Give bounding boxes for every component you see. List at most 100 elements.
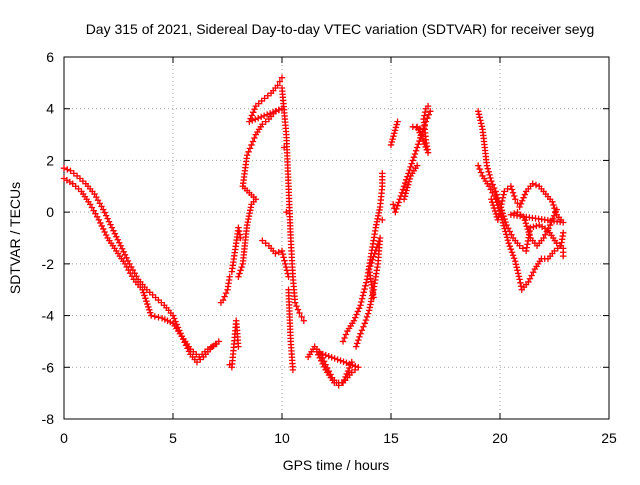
data-point-marker bbox=[512, 196, 519, 203]
data-point-marker bbox=[409, 157, 416, 164]
series-low-points-7h bbox=[226, 317, 242, 371]
data-point-marker bbox=[260, 112, 268, 119]
data-point-marker bbox=[495, 213, 502, 220]
data-point-marker bbox=[101, 228, 108, 236]
data-point-marker bbox=[393, 121, 400, 128]
data-point-marker bbox=[477, 120, 485, 127]
data-point-marker bbox=[362, 282, 369, 290]
data-point-marker bbox=[498, 197, 506, 205]
data-point-marker bbox=[523, 222, 530, 230]
data-point-marker bbox=[100, 206, 107, 213]
data-point-marker bbox=[97, 219, 104, 227]
data-point-marker bbox=[319, 350, 326, 358]
data-point-marker bbox=[261, 95, 268, 102]
data-point-marker bbox=[105, 218, 113, 225]
data-point-marker bbox=[411, 150, 419, 158]
data-point-marker bbox=[475, 108, 482, 115]
data-point-marker bbox=[238, 263, 245, 271]
data-point-marker bbox=[354, 308, 362, 315]
data-point-marker bbox=[514, 208, 521, 216]
data-point-marker bbox=[346, 364, 353, 372]
data-point-marker bbox=[360, 289, 367, 296]
y-tick-label: -6 bbox=[42, 359, 55, 375]
data-point-marker bbox=[513, 264, 520, 271]
data-point-marker bbox=[331, 355, 338, 362]
data-point-marker bbox=[213, 340, 220, 348]
data-point-marker bbox=[320, 363, 328, 371]
data-point-marker bbox=[415, 141, 422, 148]
data-point-marker bbox=[388, 138, 396, 146]
data-point-marker bbox=[530, 223, 537, 230]
data-point-marker bbox=[410, 153, 418, 161]
data-point-marker bbox=[298, 313, 305, 321]
data-point-marker bbox=[520, 214, 528, 221]
data-point-marker bbox=[142, 295, 149, 302]
data-point-marker bbox=[515, 273, 523, 280]
data-point-marker bbox=[503, 231, 510, 238]
data-point-marker bbox=[249, 138, 257, 145]
data-point-marker bbox=[361, 320, 369, 327]
data-point-marker bbox=[100, 225, 107, 233]
data-point-marker bbox=[548, 218, 555, 226]
data-point-marker bbox=[209, 343, 216, 350]
data-point-marker bbox=[517, 283, 525, 290]
data-point-marker bbox=[148, 312, 155, 319]
y-tick-label: -2 bbox=[42, 256, 55, 272]
data-point-marker bbox=[318, 357, 325, 365]
data-point-marker bbox=[406, 175, 414, 183]
data-point-marker bbox=[506, 242, 514, 250]
data-point-marker bbox=[420, 126, 427, 133]
data-point-marker bbox=[289, 366, 297, 374]
data-point-marker bbox=[144, 300, 151, 308]
data-point-marker bbox=[416, 125, 424, 132]
data-point-marker bbox=[394, 118, 401, 125]
data-point-marker bbox=[108, 224, 116, 231]
data-point-marker bbox=[507, 246, 515, 253]
data-point-marker bbox=[259, 121, 266, 128]
series-late-trace-b bbox=[475, 162, 567, 293]
data-point-marker bbox=[517, 211, 524, 218]
data-point-marker bbox=[404, 184, 411, 191]
data-point-marker bbox=[554, 245, 561, 252]
data-point-marker bbox=[348, 358, 355, 366]
x-axis-label: GPS time / hours bbox=[283, 457, 390, 473]
data-point-marker bbox=[145, 303, 152, 311]
data-point-marker bbox=[355, 336, 362, 344]
x-tick-label: 15 bbox=[383, 430, 399, 446]
data-point-marker bbox=[421, 108, 429, 116]
series-afternoon-rise bbox=[339, 170, 386, 350]
data-point-marker bbox=[147, 309, 154, 316]
data-point-marker bbox=[322, 351, 329, 359]
data-point-marker bbox=[359, 292, 367, 299]
data-point-marker bbox=[550, 212, 558, 219]
data-point-marker bbox=[475, 111, 483, 118]
data-point-marker bbox=[246, 145, 254, 152]
data-point-marker bbox=[235, 224, 242, 231]
data-point-marker bbox=[70, 170, 78, 177]
data-point-marker bbox=[422, 143, 429, 151]
data-point-marker bbox=[248, 141, 255, 149]
data-point-marker bbox=[425, 111, 432, 118]
data-point-marker bbox=[360, 323, 367, 330]
data-point-marker bbox=[395, 199, 402, 206]
data-point-marker bbox=[505, 239, 512, 247]
data-point-marker bbox=[492, 188, 499, 195]
data-point-marker bbox=[285, 273, 292, 280]
data-point-marker bbox=[512, 258, 519, 265]
data-point-marker bbox=[316, 354, 323, 362]
data-point-marker bbox=[120, 248, 127, 255]
data-point-marker bbox=[355, 364, 362, 371]
y-tick-label: -4 bbox=[42, 308, 55, 324]
data-point-marker bbox=[407, 163, 414, 171]
data-point-marker bbox=[367, 262, 374, 270]
series-main-trace-b bbox=[60, 175, 220, 361]
data-point-marker bbox=[350, 317, 358, 324]
data-point-marker bbox=[540, 234, 547, 242]
data-point-marker bbox=[356, 333, 363, 341]
data-point-marker bbox=[477, 169, 485, 176]
data-point-marker bbox=[354, 340, 361, 347]
data-point-marker bbox=[104, 215, 111, 222]
data-point-marker bbox=[476, 165, 483, 173]
data-point-marker bbox=[525, 228, 532, 236]
data-point-marker bbox=[516, 203, 523, 211]
